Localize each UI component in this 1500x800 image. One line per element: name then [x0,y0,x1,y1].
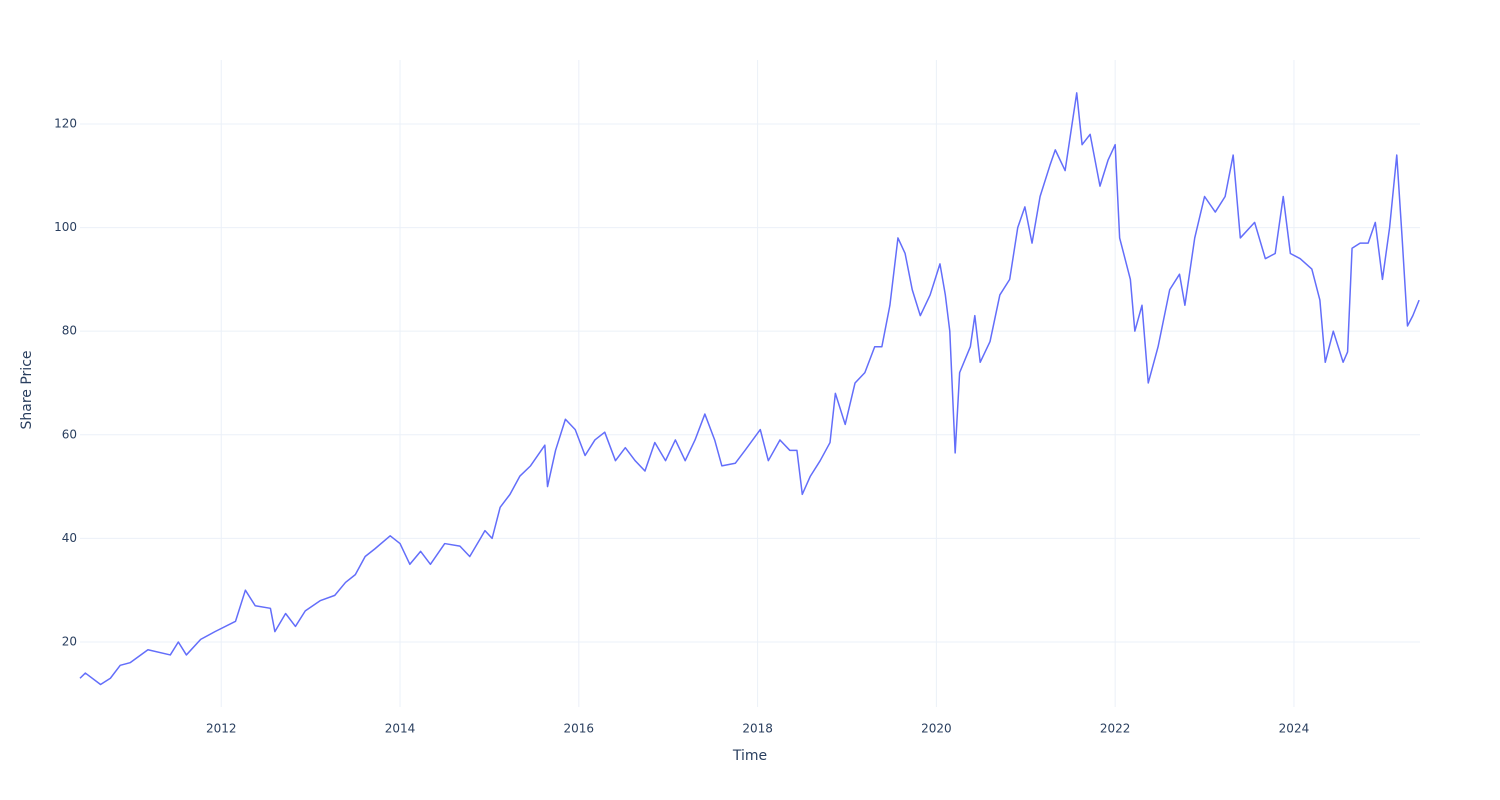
line-series [79,92,1420,686]
x-tick-label: 2016 [564,722,595,736]
y-tick-label: 100 [54,220,77,234]
x-tick-label: 2020 [921,722,952,736]
x-tick-label: 2012 [206,722,237,736]
x-tick-label: 2014 [385,722,416,736]
x-tick-label: 2022 [1100,722,1131,736]
x-tick-label: 2024 [1279,722,1310,736]
y-axis-title: Share Price [19,350,35,429]
y-tick-label: 20 [62,634,77,648]
y-tick-label: 60 [62,427,77,441]
x-tick-label: 2018 [742,722,773,736]
x-axis-title: Time [732,748,767,764]
y-tick-label: 80 [62,324,77,338]
y-tick-label: 120 [54,116,77,130]
y-tick-label: 40 [62,531,77,545]
